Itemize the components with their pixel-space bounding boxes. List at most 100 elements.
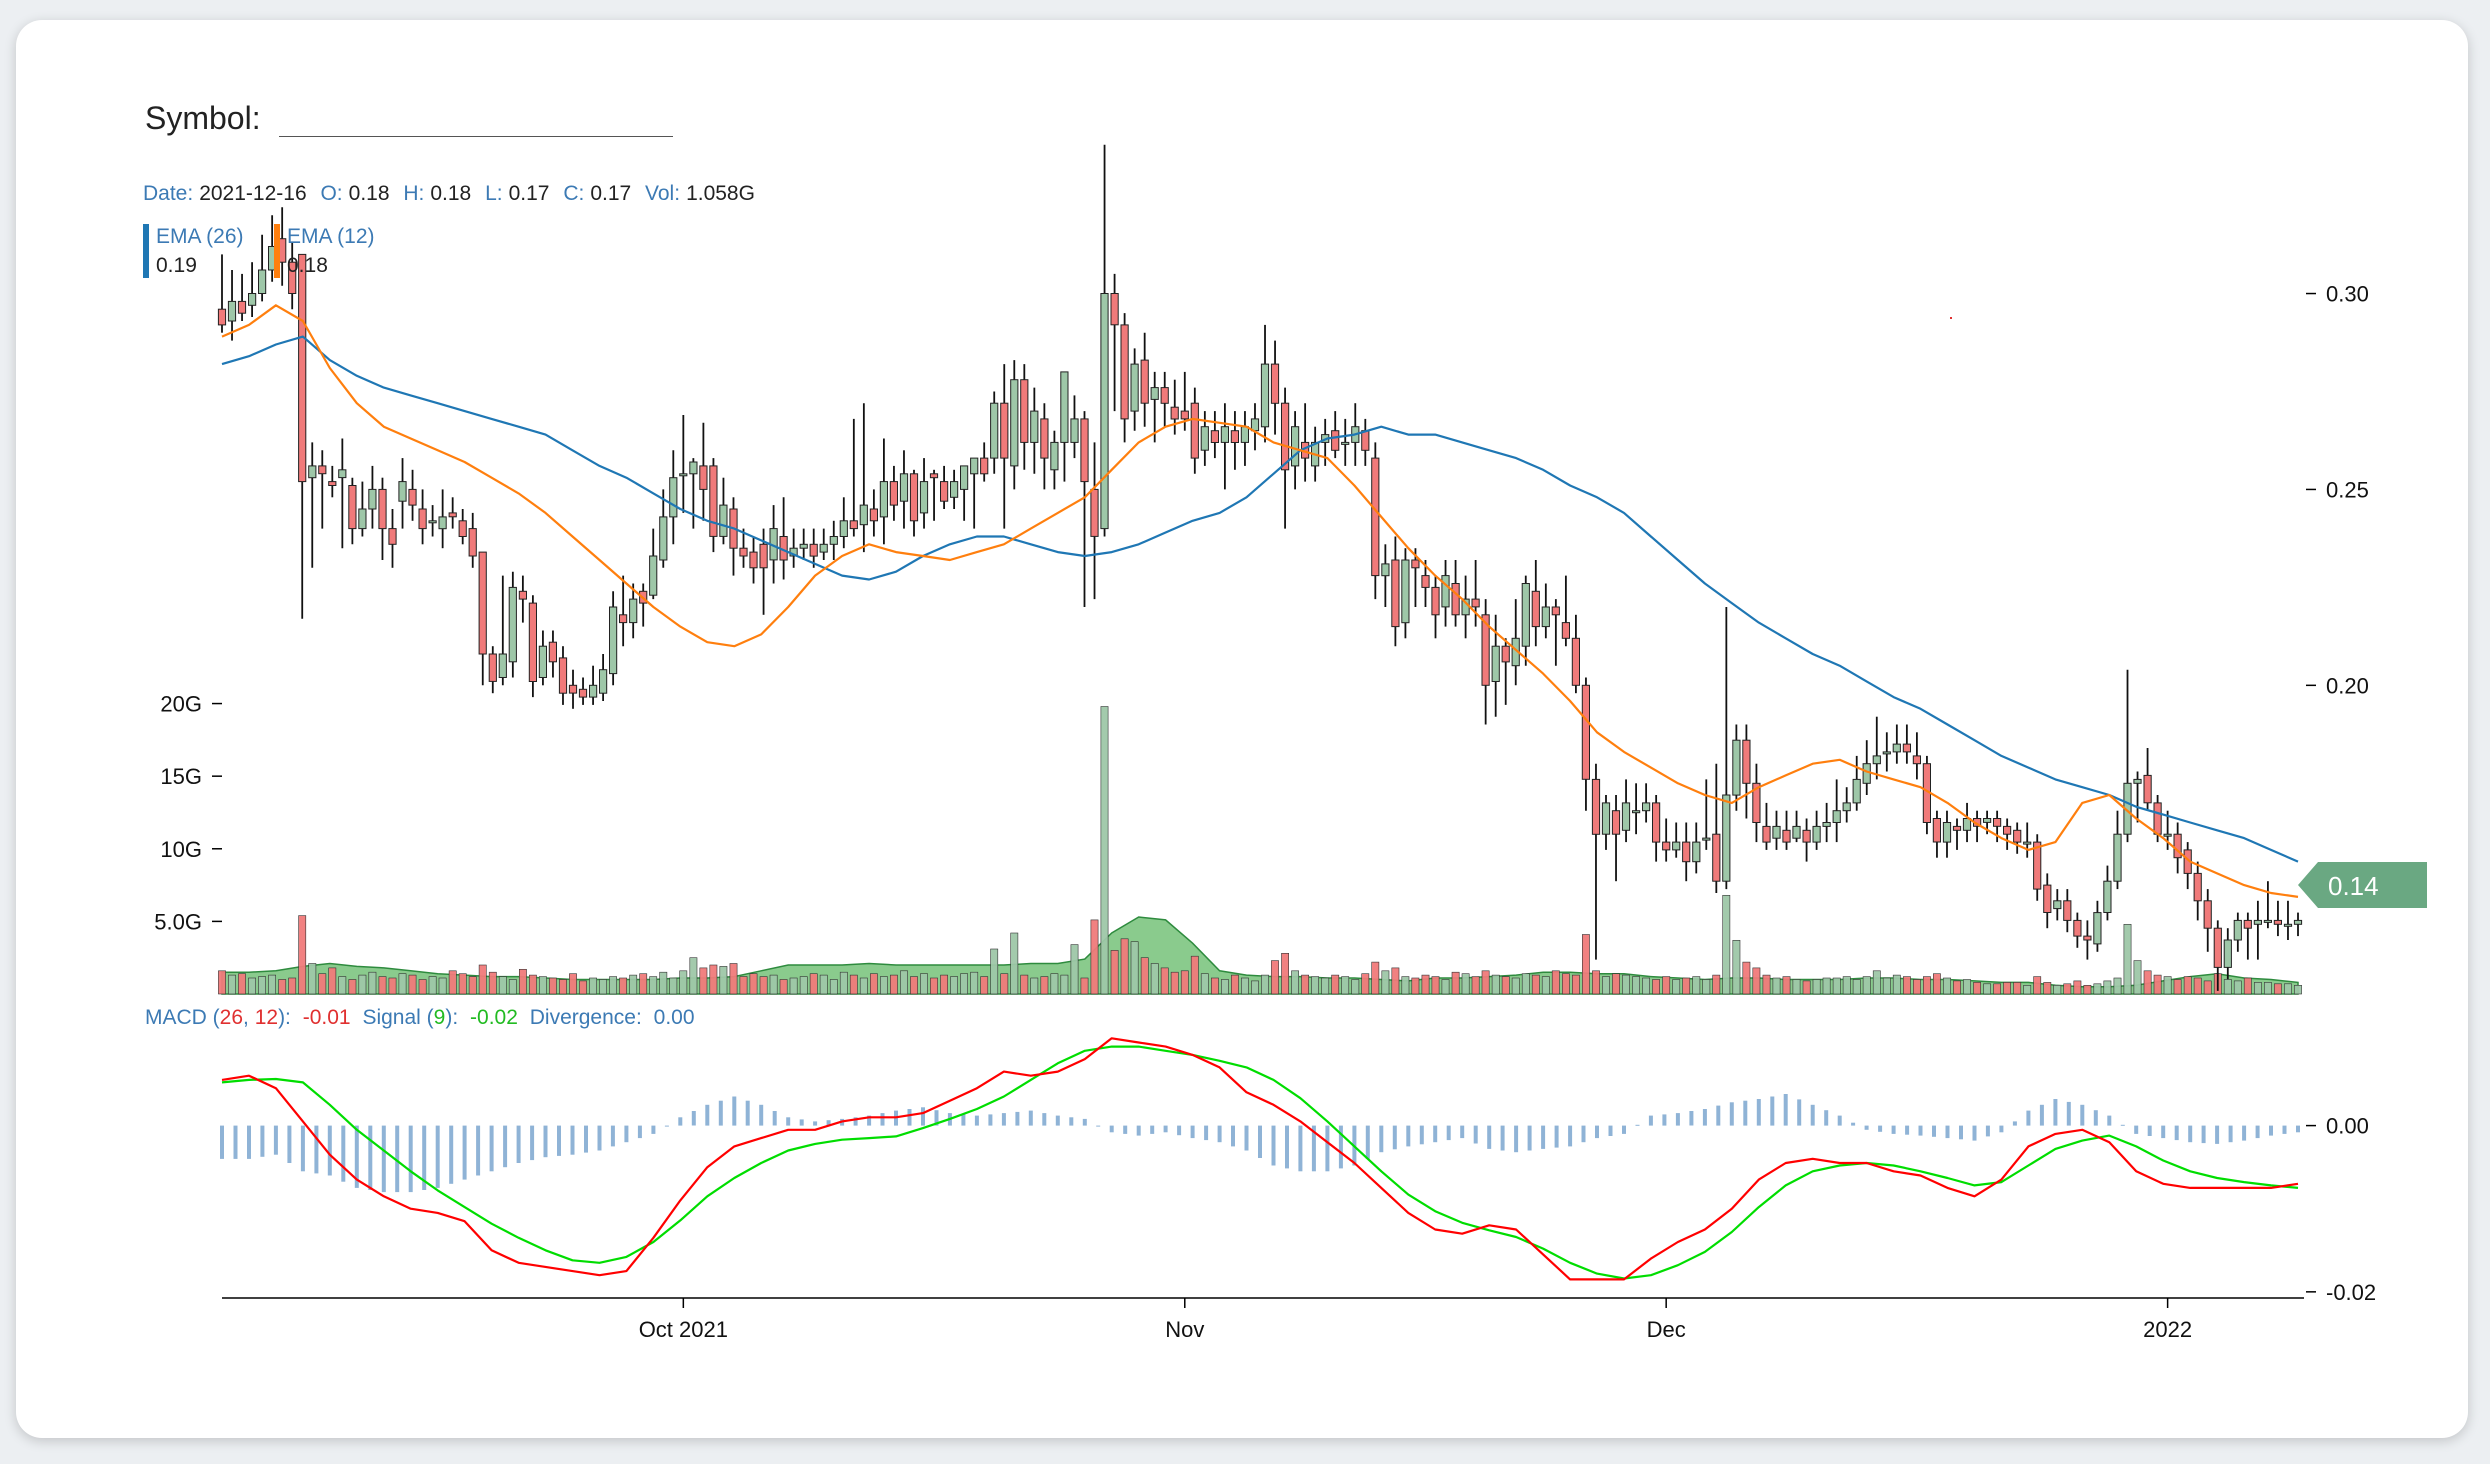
volume-tick-label: 5.0G <box>154 909 202 934</box>
divergence-bar <box>988 1114 993 1126</box>
volume-bar <box>849 974 858 995</box>
divergence-bar <box>2107 1115 2112 1126</box>
volume-bar <box>328 967 337 995</box>
candle <box>1471 560 1480 627</box>
divergence-bar <box>395 1125 400 1193</box>
divergence-bar <box>1595 1125 1599 1139</box>
candle-body <box>1270 363 1280 404</box>
volume-bar <box>1762 974 1771 995</box>
divergence-bar <box>1527 1125 1532 1151</box>
volume-bar <box>889 974 898 995</box>
candle-body <box>518 590 527 600</box>
divergence-bar <box>934 1110 939 1126</box>
volume-bar <box>1140 957 1149 995</box>
divergence-bar <box>1905 1125 1910 1135</box>
divergence-bar <box>1851 1122 1856 1126</box>
divergence-bar <box>610 1125 615 1147</box>
candle-body <box>1872 755 1881 765</box>
candle <box>1722 607 1731 890</box>
volume-bar <box>569 973 577 995</box>
volume-bar <box>2023 984 2032 995</box>
divergence-bar <box>1446 1125 1451 1141</box>
candle-body <box>438 516 447 530</box>
volume-bar <box>238 973 246 995</box>
candle-body <box>929 473 939 479</box>
volume-bar <box>308 963 317 995</box>
candle <box>1842 787 1851 823</box>
candle <box>729 497 738 576</box>
candle-body <box>719 504 728 537</box>
candle-body <box>1571 637 1581 686</box>
candle <box>669 450 678 545</box>
volume-bar <box>1341 976 1350 995</box>
volume-bar <box>1963 979 1971 995</box>
candle <box>2263 881 2273 929</box>
candlestick-series <box>217 144 2303 991</box>
candle-body <box>1852 778 1861 804</box>
divergence-bar <box>1581 1125 1586 1143</box>
candle <box>699 422 708 521</box>
ema12-legend-value: 0.18 <box>287 254 328 277</box>
volume-bar <box>218 970 226 995</box>
candle <box>2243 912 2252 960</box>
candle-body <box>1110 293 1119 326</box>
candle-body <box>1642 802 1651 812</box>
divergence-bar <box>1069 1117 1074 1126</box>
candle-body <box>960 465 969 490</box>
candle-body <box>378 488 387 530</box>
candle <box>1040 403 1049 490</box>
symbol-input[interactable] <box>278 98 673 137</box>
candle-body <box>1040 418 1049 459</box>
candle-body <box>1030 410 1039 443</box>
candle-body <box>1652 802 1661 843</box>
volume-bar <box>679 970 688 995</box>
volume-bar <box>378 976 387 995</box>
candle <box>799 528 808 560</box>
volume-bar <box>1060 974 1069 995</box>
volume-bar <box>1100 706 1109 995</box>
volume-bar <box>1291 970 1299 995</box>
volume-bar <box>2143 970 2152 995</box>
candle <box>1882 732 1891 772</box>
candle <box>2043 873 2052 929</box>
volume-bar <box>779 979 788 995</box>
divergence-bar <box>368 1125 373 1190</box>
divergence-bar <box>718 1100 723 1126</box>
volume-bar <box>338 976 347 995</box>
candle <box>258 234 267 302</box>
volume-bar <box>719 966 728 995</box>
candle-body <box>819 543 828 553</box>
candle-body <box>227 300 237 322</box>
candle <box>960 465 969 521</box>
volume-bar <box>900 970 908 995</box>
candle-body <box>528 602 537 682</box>
candle-body <box>1180 410 1189 420</box>
candle <box>1381 544 1390 607</box>
current-price-value: 0.14 <box>2328 871 2379 901</box>
candle-body <box>1160 387 1169 404</box>
x-tick-label: Oct 2021 <box>639 1317 728 1342</box>
candle <box>568 669 578 709</box>
divergence-bar <box>1338 1125 1343 1169</box>
candle <box>1591 763 1601 960</box>
divergence-bar <box>2255 1125 2260 1139</box>
volume-bar <box>1180 970 1189 995</box>
divergence-bar <box>584 1125 588 1153</box>
candle <box>819 528 828 560</box>
candle <box>809 528 818 568</box>
volume-bar <box>1913 979 1921 995</box>
volume-bar <box>980 976 989 995</box>
candle-body <box>1742 739 1751 784</box>
volume-bar <box>2223 979 2232 995</box>
volume-bar <box>960 973 968 995</box>
candle <box>1331 411 1340 459</box>
volume-bar <box>1712 974 1721 995</box>
candle <box>1270 340 1280 435</box>
divergence-bar <box>462 1125 467 1180</box>
candle <box>940 465 949 509</box>
candle-body <box>368 488 377 510</box>
candle-body <box>1501 645 1510 663</box>
divergence-bar <box>327 1125 332 1176</box>
volume-bar <box>1541 976 1550 995</box>
